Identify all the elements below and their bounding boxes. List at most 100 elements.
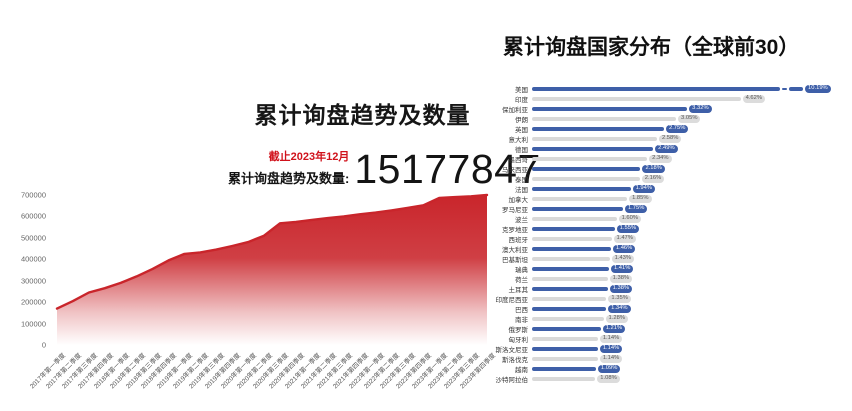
value-badge: 1.85% [629,194,652,204]
value-badge: 2.75% [665,124,689,134]
country-label: 斯洛文尼亚 [495,347,529,354]
y-tick-label: 500000 [20,233,46,243]
value-badge: 1.09% [597,364,621,374]
country-bar [532,256,610,262]
country-bar [532,236,612,242]
x-tick-label: 2023年第三季度 [442,352,482,391]
value-badge: 1.28% [605,314,628,324]
value-badge: 1.35% [608,294,631,304]
country-bar-row: 罗马尼亚 1.75% [490,204,850,214]
country-bar-row: 瑞典 1.41% [490,264,850,274]
country-chart-title: 累计询盘国家分布（全球前30） [503,36,800,59]
country-bar [532,186,631,192]
x-tick-label: 2021年第一季度 [283,352,322,391]
country-bar [532,106,688,112]
country-bar-row: 德国 2.49% [490,144,850,154]
trend-total-labels: 截止2023年12月 累计询盘趋势及数量: [228,148,349,187]
y-tick-label: 200000 [20,297,46,307]
country-bar [532,286,608,292]
country-bar-row: 美国 10.19% [490,84,850,94]
as-of-date-label: 截止2023年12月 [268,151,350,163]
bar-track: 4.62% [532,94,850,104]
country-bar [532,296,607,302]
country-bar-row: 匈牙利 1.14% [490,334,850,344]
country-label: 俄罗斯 [508,327,529,334]
bar-track: 1.75% [532,204,850,214]
trend-total-caption: 累计询盘趋势及数量: [228,171,350,186]
value-badge: 4.62% [742,94,766,104]
value-badge: 1.94% [632,184,656,194]
country-bar [532,346,598,352]
country-bar [532,376,596,382]
x-tick-label: 2021年第四季度 [331,352,370,391]
country-bar-row: 巴西 1.34% [490,304,850,314]
bar-track: 1.14% [532,344,850,354]
value-badge: 3.32% [689,104,712,114]
country-bar-row: 印度 4.62% [490,94,850,104]
bar-track: 1.43% [532,254,850,264]
country-label: 越南 [515,367,528,374]
x-tick-label: 2021年第二季度 [299,352,338,391]
bar-track: 1.41% [532,264,850,274]
country-label: 印度尼西亚 [495,297,529,304]
bar-track: 2.75% [532,124,850,134]
x-tick-label: 2018年第三季度 [124,352,163,391]
country-bar [532,116,677,122]
country-label: 墨西哥 [508,157,529,164]
value-badge: 1.55% [616,224,640,234]
value-badge: 1.34% [608,304,631,314]
country-bar-row: 西班牙 1.47% [490,234,850,244]
country-bar [532,156,648,162]
value-badge: 1.14% [599,354,623,364]
value-badge: 1.43% [611,254,635,264]
country-label: 罗马尼亚 [502,207,528,214]
country-label: 印度 [515,97,528,104]
value-badge: 1.41% [610,264,634,274]
trend-chart-title: 累计询盘趋势及数量 [254,102,471,128]
x-tick-label: 2019年第一季度 [156,352,195,391]
country-label: 加拿大 [508,197,529,204]
bar-track: 1.21% [532,324,850,334]
bar-track: 3.05% [532,114,850,124]
bar-track: 10.19% [532,84,850,94]
value-badge: 1.14% [599,334,623,344]
x-tick-label: 2023年第二季度 [427,352,466,391]
trend-area-chart [55,193,489,345]
country-bar [532,366,596,372]
country-bar-row: 斯洛文尼亚 1.14% [490,344,850,354]
country-bar-row: 加拿大 1.85% [490,194,850,204]
country-label: 澳大利亚 [502,247,528,254]
country-bar-row: 俄罗斯 1.21% [490,324,850,334]
country-bar-row: 印度尼西亚 1.35% [490,294,850,304]
country-label: 伊朗 [515,117,528,124]
x-tick-label: 2017年第一季度 [28,352,68,391]
value-badge: 2.49% [655,144,678,154]
value-badge: 2.58% [658,134,682,144]
country-label: 马来西亚 [502,167,528,174]
x-tick-label: 2022年第三季度 [379,352,418,391]
country-bar-row: 伊朗 3.05% [490,114,850,124]
country-bar [532,226,615,232]
bar-track: 1.55% [532,224,850,234]
country-bar-row: 法国 1.94% [490,184,850,194]
country-label: 意大利 [508,137,529,144]
country-bar-row: 沙特阿拉伯 1.08% [490,374,850,384]
bar-track: 2.18% [532,164,850,174]
bar-track: 1.94% [532,184,850,194]
country-bar [532,336,598,342]
value-badge: 1.38% [609,274,633,284]
country-label: 荷兰 [515,277,528,284]
x-tick-label: 2020年第四季度 [267,352,306,391]
country-bar-row: 意大利 2.58% [490,134,850,144]
country-bar-row: 波兰 1.60% [490,214,850,224]
y-tick-label: 100000 [20,319,46,329]
bar-track: 1.47% [532,234,850,244]
x-tick-label: 2018年第一季度 [92,352,131,391]
country-bar-row: 英国 2.75% [490,124,850,134]
bar-track: 3.32% [532,104,850,114]
country-bar-row: 南非 1.28% [490,314,850,324]
country-bar-row: 马来西亚 2.18% [490,164,850,174]
country-label: 波兰 [515,217,528,224]
country-bar [532,126,664,132]
